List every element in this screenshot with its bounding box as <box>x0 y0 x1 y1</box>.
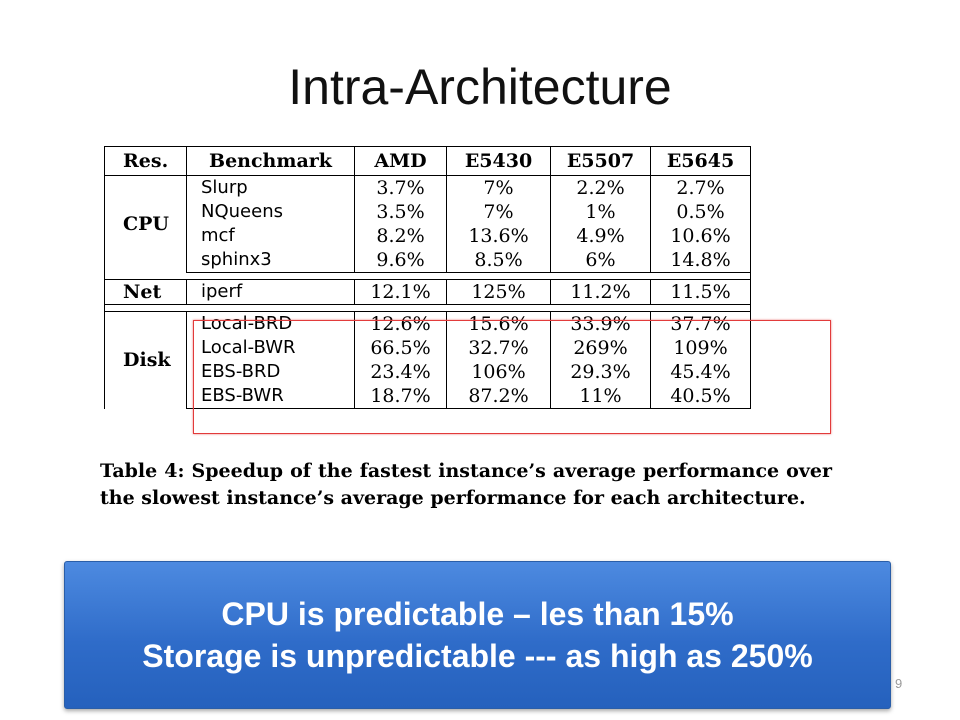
speedup-cell: 3.7% <box>354 175 447 200</box>
speedup-cell: 66.5% <box>354 336 447 360</box>
speedup-cell: 37.7% <box>650 311 751 336</box>
speedup-cell: 29.3% <box>550 360 651 384</box>
table-caption: Table 4: Speedup of the fastest instance… <box>100 460 832 509</box>
speedup-cell: 33.9% <box>550 311 651 336</box>
table-row: CPU Slurp 3.7% 7% 2.2% 2.7% <box>104 175 751 273</box>
speedup-cell: 3.5% <box>354 200 447 224</box>
speedup-cell: 23.4% <box>354 360 447 384</box>
speedup-cell: 6% <box>550 248 651 273</box>
benchmark-cell: EBS-BRD <box>186 360 355 384</box>
speedup-cell: 4.9% <box>550 224 651 248</box>
speedup-cell: 106% <box>446 360 551 384</box>
speedup-cell: 269% <box>550 336 651 360</box>
speedup-cell: 87.2% <box>446 384 551 409</box>
page-number: 9 <box>895 676 903 691</box>
benchmark-cell: Local-BRD <box>186 311 355 336</box>
speedup-cell: 12.6% <box>354 311 447 336</box>
resource-group-label: Net <box>104 279 187 305</box>
header-e5645: E5645 <box>650 146 751 176</box>
table-row: Local-BWR 66.5% 32.7% 269% 109% <box>105 336 751 360</box>
benchmark-cell: Slurp <box>186 175 355 200</box>
speedup-cell: 18.7% <box>354 384 447 409</box>
speedup-cell: 13.6% <box>446 224 551 248</box>
slide-title: Intra-Architecture <box>288 59 672 115</box>
group-spacer <box>104 304 751 312</box>
speedup-cell: 10.6% <box>650 224 751 248</box>
benchmark-cell: EBS-BWR <box>186 384 355 409</box>
callout-line-storage: Storage is unpredictable --- as high as … <box>142 638 813 674</box>
benchmark-cell: sphinx3 <box>186 248 355 273</box>
table-row: EBS-BWR 18.7% 87.2% 11% 40.5% <box>105 384 751 409</box>
table-row: sphinx3 9.6% 8.5% 6% 14.8% <box>105 248 751 273</box>
speedup-cell: 7% <box>446 175 551 200</box>
resource-group-label: CPU <box>104 175 187 273</box>
speedup-cell: 9.6% <box>354 248 447 273</box>
table-row: EBS-BRD 23.4% 106% 29.3% 45.4% <box>105 360 751 384</box>
speedup-cell: 14.8% <box>650 248 751 273</box>
speedup-cell: 0.5% <box>650 200 751 224</box>
resource-group-label: Disk <box>104 311 187 409</box>
benchmark-cell: iperf <box>186 279 355 305</box>
header-res: Res. <box>104 146 187 176</box>
speedup-cell: 11.5% <box>650 279 751 305</box>
speedup-cell: 1% <box>550 200 651 224</box>
speedup-cell: 7% <box>446 200 551 224</box>
table-row: Disk Local-BRD 12.6% 15.6% 33.9% 37.7% <box>104 311 751 409</box>
speedup-cell: 40.5% <box>650 384 751 409</box>
speedup-table: Res. Benchmark AMD E5430 E5507 E5645 CPU… <box>104 146 751 409</box>
header-benchmark: Benchmark <box>186 146 355 176</box>
speedup-cell: 15.6% <box>446 311 551 336</box>
speedup-cell: 8.2% <box>354 224 447 248</box>
callout-line-cpu: CPU is predictable – les than 15% <box>221 596 734 632</box>
speedup-cell: 11% <box>550 384 651 409</box>
speedup-cell: 2.7% <box>650 175 751 200</box>
speedup-cell: 45.4% <box>650 360 751 384</box>
benchmark-cell: Local-BWR <box>186 336 355 360</box>
table-header-row: Res. Benchmark AMD E5430 E5507 E5645 <box>104 146 751 176</box>
speedup-cell: 11.2% <box>550 279 651 305</box>
speedup-cell: 32.7% <box>446 336 551 360</box>
header-e5430: E5430 <box>446 146 551 176</box>
table-row: Net iperf 12.1% 125% 11.2% 11.5% <box>104 279 751 305</box>
header-amd: AMD <box>354 146 447 176</box>
table-row: mcf 8.2% 13.6% 4.9% 10.6% <box>105 224 751 248</box>
header-e5507: E5507 <box>550 146 651 176</box>
speedup-cell: 2.2% <box>550 175 651 200</box>
table-row: NQueens 3.5% 7% 1% 0.5% <box>105 200 751 224</box>
benchmark-cell: NQueens <box>186 200 355 224</box>
benchmark-cell: mcf <box>186 224 355 248</box>
speedup-cell: 12.1% <box>354 279 447 305</box>
speedup-cell: 8.5% <box>446 248 551 273</box>
speedup-cell: 109% <box>650 336 751 360</box>
conclusion-callout: CPU is predictable – les than 15% Storag… <box>64 561 891 709</box>
group-spacer <box>104 272 751 280</box>
table-body: CPU Slurp 3.7% 7% 2.2% 2.7% NQueens 3.5% 7% 1% 0.5… <box>104 175 751 409</box>
speedup-cell: 125% <box>446 279 551 305</box>
